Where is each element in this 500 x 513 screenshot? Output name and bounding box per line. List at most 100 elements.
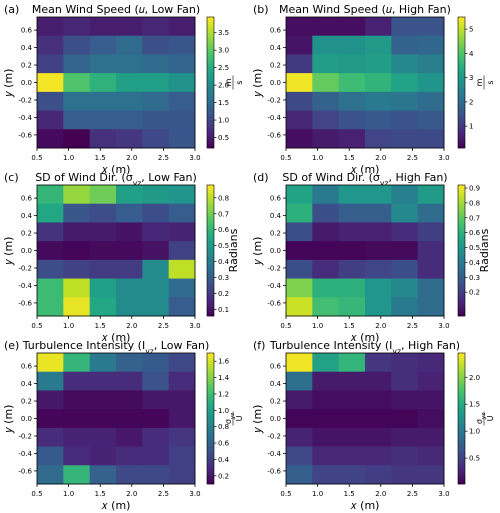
colorbar-segment [207,298,214,302]
heatmap-cell [142,278,170,298]
x-tick-label: 1.0 [63,154,74,162]
y-tick-label: 0.4 [270,380,282,388]
colorbar-segment [207,121,214,125]
heatmap-cell [391,222,419,242]
colorbar-segment [458,435,465,439]
colorbar-segment [207,353,214,356]
heatmap-cells [37,17,196,149]
colorbar-segment [207,51,214,55]
colorbar-segment [458,241,465,245]
colorbar-segment [207,56,214,59]
heatmap-cell [116,427,143,447]
colorbar-segment [458,246,465,249]
colorbar-segment [458,195,465,199]
colorbar-segment [458,381,465,384]
heatmap-cell [391,409,419,429]
colorbar-segment [458,211,465,214]
heatmap-cell [338,35,366,55]
colorbar-segment [207,141,214,144]
colorbar-segment [458,287,465,291]
colorbar-segment [458,265,465,269]
heatmap-cell [286,35,313,55]
colorbar-segment [458,95,465,99]
colorbar-segment [458,126,465,129]
heatmap-cell [63,390,91,410]
colorbar-segment [458,189,465,192]
colorbar-tick-label: 0.2 [218,290,229,298]
colorbar-segment [207,291,214,295]
heatmap-cell [417,259,445,279]
colorbar-segment [458,62,465,66]
y-axis-label: 𝑦 (m) [2,237,15,266]
heatmap-cell [286,17,313,37]
x-tick-label: 1.5 [95,322,106,330]
heatmap-cell [391,446,419,466]
colorbar-segment [207,38,214,42]
colorbar-segment [207,213,214,216]
heatmap-cell [142,409,170,429]
colorbar-segment [458,385,465,389]
heatmap-cell [312,110,340,130]
colorbar-segment [458,361,465,365]
colorbar-segment [207,69,214,72]
colorbar-frame [457,16,466,149]
heatmap-cell [37,390,64,410]
heatmap-cell [365,371,392,391]
heatmap-cell [63,259,91,279]
colorbar-segment [458,263,465,267]
colorbar-segment [458,60,465,64]
heatmap-panel-b: (b) Mean Wind Speed (𝑢, High Fan) 0.5 1.0 1.… [251,3,495,176]
panel-label: (e) [4,339,19,352]
colorbar-segment [207,457,214,461]
heatmap-cell [417,446,445,466]
colorbar-segment [207,379,214,382]
colorbar-segment [458,298,465,302]
colorbar-segment [458,228,465,232]
heatmap-cell [338,110,366,130]
heatmap-cell [142,17,170,37]
colorbar-tick-label: 0.9 [469,184,480,192]
colorbar-segment [458,416,465,419]
colorbar-segment [458,237,465,240]
colorbar-segment [207,211,214,214]
heatmap-cell [116,222,143,242]
colorbar-segment [458,21,465,24]
colorbar-segment [207,34,214,37]
heatmap-cell [89,297,117,317]
heatmap-cell [63,91,91,111]
colorbar-segment [207,287,214,291]
colorbar-segment [458,250,465,253]
x-tick-label: 1.5 [95,154,106,162]
colorbar-segment [207,32,214,35]
colorbar-tick-label: 5 [469,26,473,34]
colorbar-frame [206,16,215,149]
colorbar-segment [207,462,214,465]
colorbar-segment [458,466,465,470]
heatmap-cell [37,297,64,317]
colorbar-segment [207,422,214,426]
x-tick-label: 2.5 [407,322,418,330]
colorbar-frame [206,184,215,317]
colorbar: 0.5 1.0 1.5 2.0 2.5 3.0 3.5 m s [206,16,244,149]
colorbar-segment [458,451,465,454]
colorbar-frame [457,184,466,317]
heatmap-cell [391,185,419,205]
heatmap-cell [417,241,445,261]
colorbar-segment [458,366,465,369]
colorbar-segment [458,394,465,397]
heatmap-cell [312,446,340,466]
colorbar-segment [207,189,214,192]
heatmap-cell [116,390,143,410]
colorbar-tick-label: 0.5 [218,242,229,250]
colorbar-segment [458,75,465,79]
heatmap-cell [63,129,91,149]
y-tick-label: -0.2 [18,264,32,272]
heatmap-cell [286,409,313,429]
colorbar-segment [207,102,214,105]
colorbar-segment [207,19,214,22]
heatmap-cell [63,465,91,485]
colorbar-tick-label: 0.4 [469,259,481,267]
colorbar-segment [207,43,214,46]
colorbar-segment [207,209,214,212]
colorbar-segment [458,106,465,109]
